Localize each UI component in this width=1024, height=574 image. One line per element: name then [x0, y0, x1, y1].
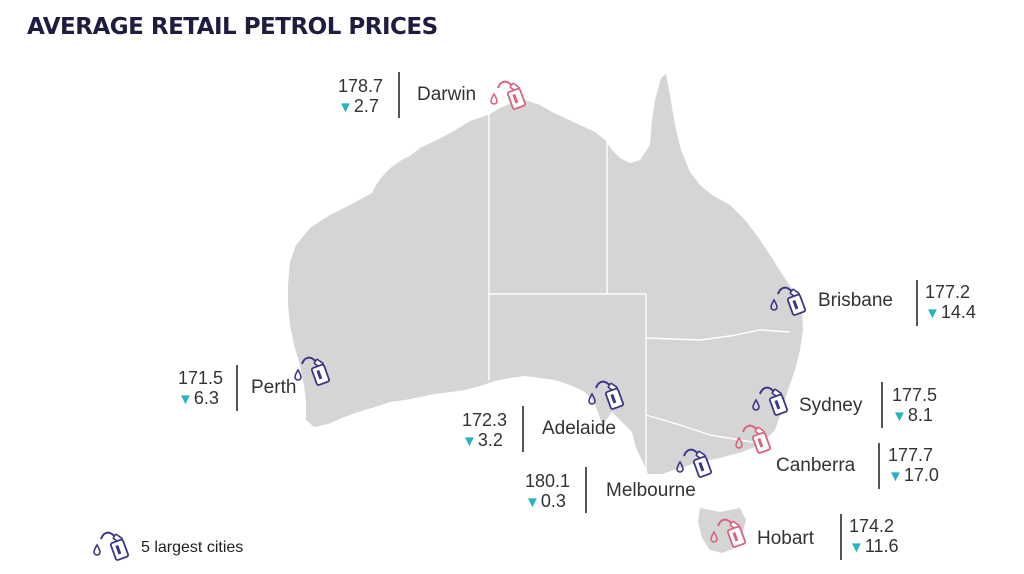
fuel-pump-icon: [676, 444, 714, 478]
hobart-values: 174.2 ▼11.6: [849, 516, 899, 558]
darwin-values: 178.7 ▼2.7: [338, 76, 383, 118]
map-title: AVERAGE RETAIL PETROL PRICES: [27, 14, 438, 40]
darwin-change: 2.7: [353, 96, 379, 116]
canberra-divider: [878, 443, 880, 489]
melbourne-values: 180.1 ▼0.3: [525, 471, 570, 513]
canberra-values: 177.7 ▼17.0: [888, 445, 939, 487]
decrease-icon: ▼: [525, 494, 540, 511]
adelaide-change: 3.2: [477, 430, 503, 450]
fuel-pump-icon: [710, 514, 748, 548]
fuel-pump-icon: [735, 420, 773, 454]
decrease-icon: ▼: [178, 391, 193, 408]
brisbane-price: 177.2: [925, 282, 971, 302]
decrease-icon: ▼: [888, 468, 903, 485]
darwin-divider: [398, 72, 400, 118]
melbourne-label: Melbourne: [606, 480, 696, 501]
state-borders: [488, 112, 791, 474]
hobart-change: 11.6: [864, 536, 899, 556]
brisbane-values: 177.2 ▼14.4: [925, 282, 976, 324]
mainland-shape: [288, 74, 803, 474]
perth-divider: [236, 365, 238, 411]
sydney-price: 177.5: [892, 385, 938, 405]
fuel-pump-icon: [294, 352, 332, 386]
hobart-price: 174.2: [849, 516, 895, 536]
adelaide-label: Adelaide: [542, 418, 616, 439]
brisbane-divider: [916, 280, 918, 326]
canberra-price: 177.7: [888, 445, 934, 465]
adelaide-values: 172.3 ▼3.2: [462, 410, 507, 452]
melbourne-divider: [585, 467, 587, 513]
decrease-icon: ▼: [462, 433, 477, 450]
legend-fuel-pump-icon: [93, 527, 131, 561]
fuel-pump-icon: [752, 382, 790, 416]
melbourne-price: 180.1: [525, 471, 571, 491]
decrease-icon: ▼: [338, 99, 353, 116]
adelaide-price: 172.3: [462, 410, 508, 430]
darwin-price: 178.7: [338, 76, 384, 96]
adelaide-divider: [522, 406, 524, 452]
perth-change: 6.3: [193, 388, 219, 408]
canberra-label: Canberra: [776, 455, 856, 476]
perth-price: 171.5: [178, 368, 224, 388]
hobart-label: Hobart: [757, 528, 815, 549]
legend-label: 5 largest cities: [141, 539, 244, 556]
melbourne-change: 0.3: [540, 491, 566, 511]
hobart-divider: [840, 514, 842, 560]
brisbane-change: 14.4: [940, 302, 976, 322]
fuel-pump-icon: [588, 376, 626, 410]
decrease-icon: ▼: [925, 305, 940, 322]
sydney-change: 8.1: [907, 405, 933, 425]
brisbane-label: Brisbane: [818, 290, 893, 311]
perth-values: 171.5 ▼6.3: [178, 368, 223, 410]
sydney-values: 177.5 ▼8.1: [892, 385, 937, 427]
decrease-icon: ▼: [849, 539, 864, 556]
sydney-divider: [881, 382, 883, 428]
perth-label: Perth: [251, 377, 297, 398]
decrease-icon: ▼: [892, 408, 907, 425]
fuel-pump-icon: [490, 76, 528, 110]
darwin-label: Darwin: [417, 84, 477, 105]
sydney-label: Sydney: [799, 395, 863, 416]
fuel-pump-icon: [770, 282, 808, 316]
canberra-change: 17.0: [903, 465, 939, 485]
